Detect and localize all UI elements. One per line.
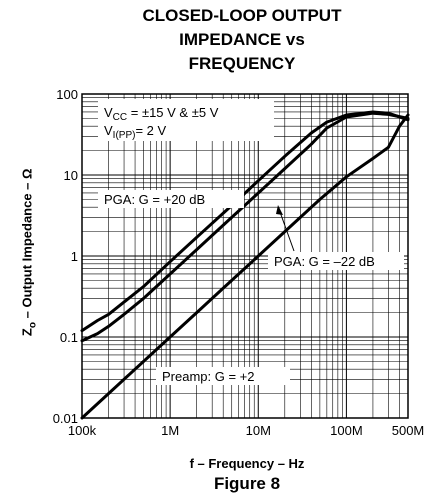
y-axis-symbol: Z — [19, 328, 35, 337]
y-tick-label: 1 — [71, 249, 78, 264]
conditions-line-2: VI(PP)= 2 V — [104, 123, 166, 141]
chart-title-line-3: FREQUENCY — [188, 54, 296, 73]
conditions-box — [98, 99, 274, 141]
y-tick-label: 0.01 — [53, 411, 78, 426]
x-axis-label: f – Frequency – Hz — [189, 456, 305, 471]
vi-value: = 2 V — [135, 123, 166, 138]
vi-subscript: I(PP) — [113, 130, 136, 141]
chart-title-line-1: CLOSED-LOOP OUTPUT — [142, 6, 342, 25]
y-tick-label: 10 — [64, 168, 78, 183]
x-tick-label: 10M — [246, 423, 271, 438]
chart-title-line-2: IMPEDANCE vs — [179, 30, 305, 49]
conditions-line-1: VCC = ±15 V & ±5 V — [104, 105, 219, 123]
vcc-subscript: CC — [113, 112, 127, 123]
label-pga-20db: PGA: G = +20 dB — [104, 192, 205, 207]
vcc-value: = ±15 V & ±5 V — [127, 105, 219, 120]
vcc-symbol: V — [104, 105, 113, 120]
y-axis-subscript: o — [27, 322, 39, 329]
y-tick-label: 0.1 — [60, 330, 78, 345]
series-line-3 — [80, 113, 410, 420]
figure-caption: Figure 8 — [213, 474, 281, 493]
x-tick-label: 100M — [330, 423, 363, 438]
y-axis-label: Zo – Output Impedance – Ω — [20, 102, 39, 402]
vi-symbol: V — [104, 123, 113, 138]
curves — [80, 110, 410, 420]
series-line-2 — [80, 111, 410, 343]
label-preamp: Preamp: G = +2 — [162, 369, 255, 384]
x-tick-label: 100k — [68, 423, 97, 438]
series-line-1 — [80, 110, 410, 333]
y-tick-label: 100 — [56, 87, 78, 102]
label-bg-pga-minus-22db — [268, 252, 404, 270]
x-tick-label: 500M — [392, 423, 425, 438]
plot-frame — [81, 93, 409, 419]
chart-title: CLOSED-LOOP OUTPUT IMPEDANCE vs FREQUENC… — [92, 4, 392, 76]
leader-pga-minus-22db — [279, 211, 295, 252]
arrowhead-pga-minus-22db — [276, 205, 283, 215]
label-pga-minus-22db: PGA: G = –22 dB — [274, 254, 375, 269]
label-bg-pga-20db — [98, 190, 244, 208]
tick-labels: 100k 1M 10M 100M 500M 100 10 1 0.1 0.01 — [53, 87, 425, 438]
y-axis-label-rest: – Output Impedance – Ω — [19, 168, 35, 322]
x-tick-label: 1M — [161, 423, 179, 438]
label-bg-preamp — [156, 367, 290, 385]
